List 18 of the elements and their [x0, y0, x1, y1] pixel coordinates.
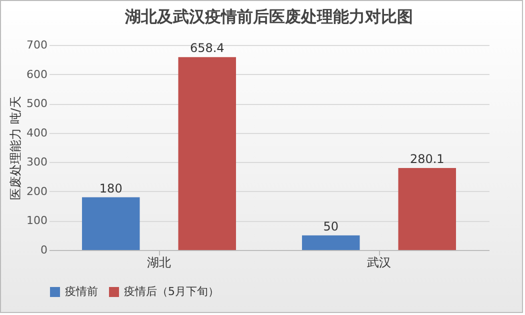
- y-tick-label: 500: [26, 97, 48, 110]
- data-label: 658.4: [190, 41, 224, 56]
- legend-label: 疫情前: [65, 285, 98, 298]
- x-tick-label: 湖北: [147, 256, 171, 270]
- legend-label: 疫情后（5月下旬）: [124, 285, 219, 298]
- data-label: 180: [99, 181, 122, 196]
- y-axis-title: 医废处理能力 吨/天: [8, 96, 23, 200]
- y-tick-label: 300: [26, 156, 48, 169]
- data-label: 50: [323, 219, 339, 234]
- y-tick-label: 600: [26, 68, 48, 81]
- y-tick-label: 400: [26, 126, 48, 140]
- y-tick-label: 700: [26, 38, 48, 52]
- data-label: 280.1: [410, 152, 444, 166]
- y-tick-label: 200: [26, 184, 48, 198]
- y-tick-label: 100: [26, 214, 48, 228]
- x-tick-label: 武汉: [367, 256, 391, 270]
- chart-title: 湖北及武汉疫情前后医废处理能力对比图: [124, 7, 413, 26]
- y-tick-label: 0: [40, 244, 48, 256]
